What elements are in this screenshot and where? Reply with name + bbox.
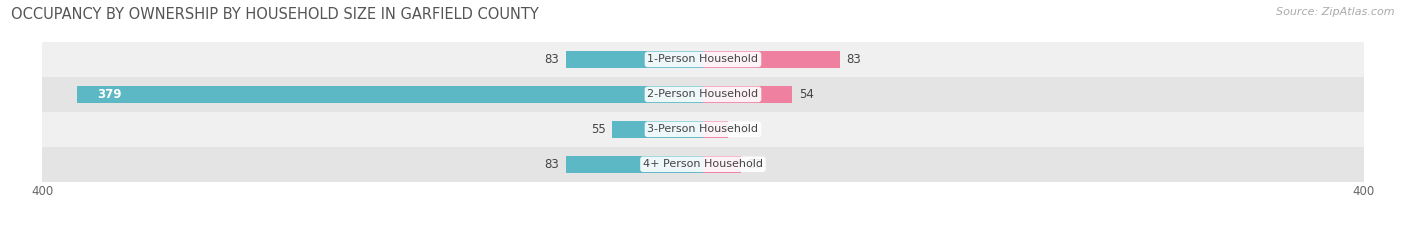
Bar <box>565 51 703 68</box>
Bar <box>565 156 703 173</box>
Text: 55: 55 <box>591 123 606 136</box>
Text: 54: 54 <box>799 88 814 101</box>
Bar <box>703 51 841 68</box>
Text: 83: 83 <box>544 53 560 66</box>
Bar <box>703 121 728 138</box>
Text: 83: 83 <box>846 53 862 66</box>
Text: 3-Person Household: 3-Person Household <box>648 124 758 134</box>
Bar <box>612 121 703 138</box>
Text: Source: ZipAtlas.com: Source: ZipAtlas.com <box>1277 7 1395 17</box>
Bar <box>42 77 1364 112</box>
Bar <box>42 147 1364 182</box>
Text: 15: 15 <box>734 123 749 136</box>
Bar <box>77 86 703 103</box>
Text: 4+ Person Household: 4+ Person Household <box>643 159 763 169</box>
Text: OCCUPANCY BY OWNERSHIP BY HOUSEHOLD SIZE IN GARFIELD COUNTY: OCCUPANCY BY OWNERSHIP BY HOUSEHOLD SIZE… <box>11 7 538 22</box>
Bar <box>703 156 741 173</box>
Bar <box>42 42 1364 77</box>
Text: 23: 23 <box>748 158 762 171</box>
Text: 2-Person Household: 2-Person Household <box>647 89 759 99</box>
Bar <box>703 86 792 103</box>
Text: 1-Person Household: 1-Person Household <box>648 55 758 64</box>
Bar <box>42 112 1364 147</box>
Text: 83: 83 <box>544 158 560 171</box>
Text: 379: 379 <box>97 88 121 101</box>
